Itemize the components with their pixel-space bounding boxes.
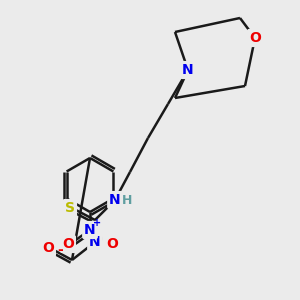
Text: S: S bbox=[65, 201, 75, 215]
Text: -: - bbox=[57, 243, 63, 257]
Text: O: O bbox=[106, 237, 118, 251]
Text: N: N bbox=[84, 223, 96, 237]
Text: +: + bbox=[93, 218, 101, 228]
Text: O: O bbox=[62, 237, 74, 251]
Text: N: N bbox=[109, 193, 121, 207]
Text: H: H bbox=[103, 236, 113, 248]
Text: N: N bbox=[182, 63, 194, 77]
Text: O: O bbox=[42, 241, 54, 255]
Text: N: N bbox=[89, 235, 101, 249]
Text: O: O bbox=[249, 31, 261, 45]
Text: H: H bbox=[122, 194, 132, 206]
